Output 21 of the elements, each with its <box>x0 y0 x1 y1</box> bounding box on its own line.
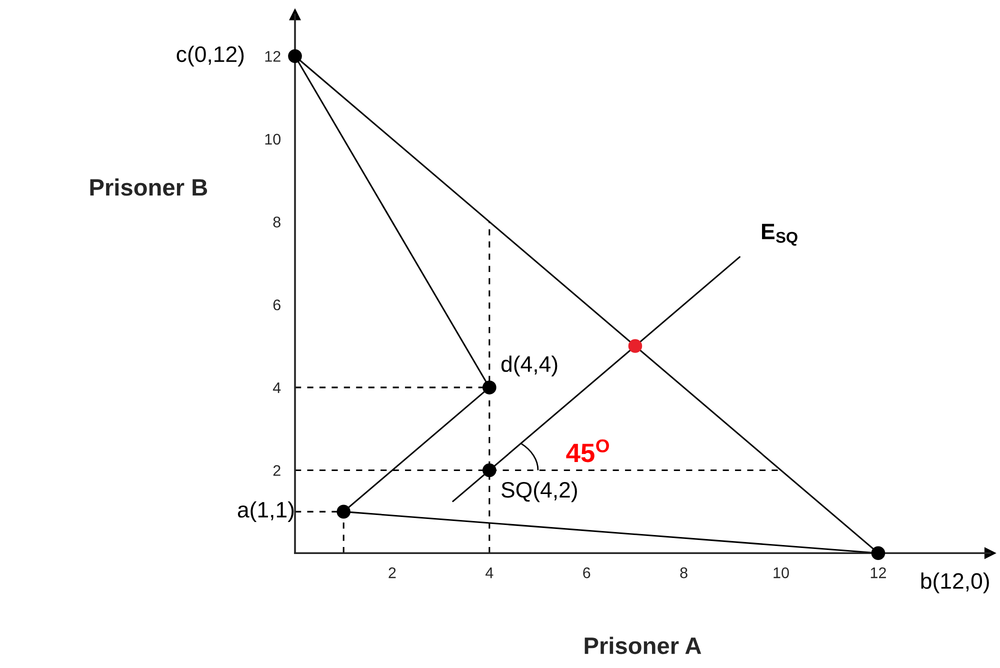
y-tick-label: 2 <box>273 465 280 476</box>
y-tick-label: 4 <box>272 382 281 393</box>
annotation: d(4,4) <box>501 356 558 376</box>
x-axis-title: Prisoner A <box>584 636 702 654</box>
annotation: 45$^{O}$ <box>566 439 609 462</box>
x-tick-label: 10 <box>774 567 789 578</box>
x-tick-label: 4 <box>486 568 494 578</box>
annotation: SQ(4,2) <box>502 481 577 502</box>
annotation: a(1,1) <box>238 501 294 522</box>
x-tick-label: 8 <box>680 567 688 578</box>
y-tick-label: 6 <box>273 299 280 310</box>
annotation: E$_{SQ}$ <box>762 224 798 246</box>
y-tick-label: 8 <box>273 216 280 228</box>
y-axis-title: Prisoner B <box>90 178 208 196</box>
x-tick-label: 12 <box>870 567 886 578</box>
y-tick-label: 12 <box>265 50 280 62</box>
x-tick-label: 2 <box>388 567 396 578</box>
annotation: c(0,12) <box>176 46 244 66</box>
y-tick-label: 10 <box>265 134 281 145</box>
x-tick-label: 6 <box>583 567 590 578</box>
annotation: b(12,0) <box>921 572 989 594</box>
